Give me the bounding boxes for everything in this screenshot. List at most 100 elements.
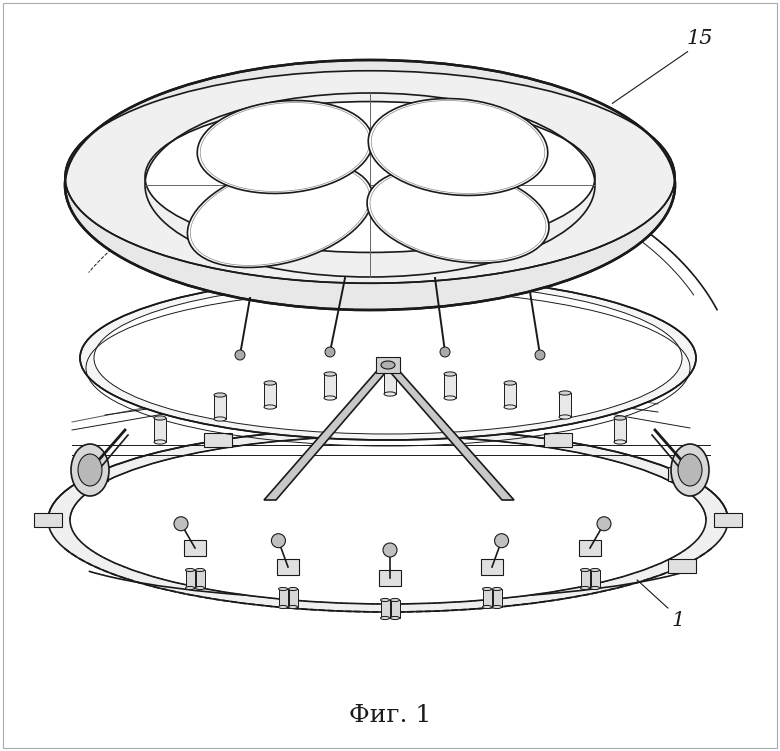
Bar — [374, 421, 402, 435]
Ellipse shape — [145, 101, 595, 252]
Ellipse shape — [504, 405, 516, 409]
Bar — [80, 467, 108, 481]
Text: 15: 15 — [686, 29, 713, 47]
Ellipse shape — [381, 599, 389, 602]
Ellipse shape — [559, 415, 571, 419]
Bar — [483, 589, 491, 607]
Circle shape — [597, 517, 611, 531]
Ellipse shape — [614, 440, 626, 444]
Ellipse shape — [78, 454, 102, 486]
Ellipse shape — [580, 569, 590, 572]
Bar — [614, 418, 626, 442]
Ellipse shape — [71, 444, 109, 496]
Bar — [714, 513, 742, 527]
Bar — [492, 589, 502, 607]
Bar — [196, 570, 204, 588]
Ellipse shape — [70, 436, 706, 604]
Bar — [264, 383, 276, 407]
Polygon shape — [264, 365, 392, 500]
Bar — [668, 559, 697, 573]
Bar — [204, 433, 232, 448]
Circle shape — [271, 534, 285, 547]
Ellipse shape — [264, 405, 276, 409]
Ellipse shape — [590, 587, 600, 590]
Bar — [580, 570, 590, 588]
Ellipse shape — [381, 361, 395, 369]
Polygon shape — [384, 365, 514, 500]
Ellipse shape — [214, 417, 226, 421]
Ellipse shape — [196, 569, 204, 572]
Ellipse shape — [384, 392, 396, 396]
Bar — [384, 370, 396, 394]
Ellipse shape — [154, 440, 166, 444]
Circle shape — [325, 347, 335, 357]
Ellipse shape — [197, 101, 373, 194]
Bar — [278, 589, 288, 607]
Ellipse shape — [368, 98, 548, 195]
Ellipse shape — [444, 396, 456, 400]
Ellipse shape — [483, 587, 491, 590]
Ellipse shape — [324, 372, 336, 376]
Ellipse shape — [65, 71, 675, 283]
Bar — [590, 570, 600, 588]
Circle shape — [174, 517, 188, 531]
Ellipse shape — [187, 162, 373, 267]
Ellipse shape — [65, 60, 675, 310]
Bar — [379, 570, 401, 586]
Ellipse shape — [492, 605, 502, 608]
Ellipse shape — [559, 391, 571, 395]
Ellipse shape — [289, 605, 297, 608]
Bar — [544, 433, 572, 448]
Circle shape — [383, 543, 397, 557]
Bar — [391, 600, 399, 618]
Bar — [34, 513, 62, 527]
Ellipse shape — [278, 587, 288, 590]
Bar — [214, 395, 226, 419]
Bar — [444, 374, 456, 398]
Ellipse shape — [80, 276, 696, 440]
Bar — [289, 589, 297, 607]
Bar — [559, 393, 571, 417]
Circle shape — [495, 534, 509, 547]
Ellipse shape — [580, 587, 590, 590]
Circle shape — [535, 350, 545, 360]
Bar — [186, 570, 194, 588]
Ellipse shape — [324, 396, 336, 400]
Bar — [324, 374, 336, 398]
Ellipse shape — [196, 587, 204, 590]
Ellipse shape — [678, 454, 702, 486]
Ellipse shape — [614, 416, 626, 420]
Ellipse shape — [590, 569, 600, 572]
Text: Фиг. 1: Фиг. 1 — [349, 704, 431, 726]
Bar — [579, 540, 601, 556]
Ellipse shape — [186, 587, 194, 590]
Circle shape — [235, 350, 245, 360]
Ellipse shape — [48, 428, 728, 612]
Ellipse shape — [504, 381, 516, 385]
Bar — [184, 540, 206, 556]
Bar — [376, 357, 400, 373]
Ellipse shape — [145, 93, 595, 277]
Ellipse shape — [214, 393, 226, 397]
Ellipse shape — [492, 587, 502, 590]
Ellipse shape — [94, 282, 682, 434]
Bar — [381, 600, 389, 618]
Ellipse shape — [381, 617, 389, 620]
Ellipse shape — [264, 381, 276, 385]
Ellipse shape — [391, 617, 399, 620]
Ellipse shape — [483, 605, 491, 608]
Bar — [481, 559, 503, 575]
Ellipse shape — [289, 587, 297, 590]
Circle shape — [440, 347, 450, 357]
Ellipse shape — [444, 372, 456, 376]
Bar — [277, 559, 299, 575]
Ellipse shape — [154, 416, 166, 420]
Text: 1: 1 — [672, 611, 685, 629]
Ellipse shape — [671, 444, 709, 496]
Ellipse shape — [367, 167, 549, 263]
Ellipse shape — [384, 368, 396, 372]
Bar — [154, 418, 166, 442]
Ellipse shape — [391, 599, 399, 602]
Ellipse shape — [278, 605, 288, 608]
Ellipse shape — [186, 569, 194, 572]
